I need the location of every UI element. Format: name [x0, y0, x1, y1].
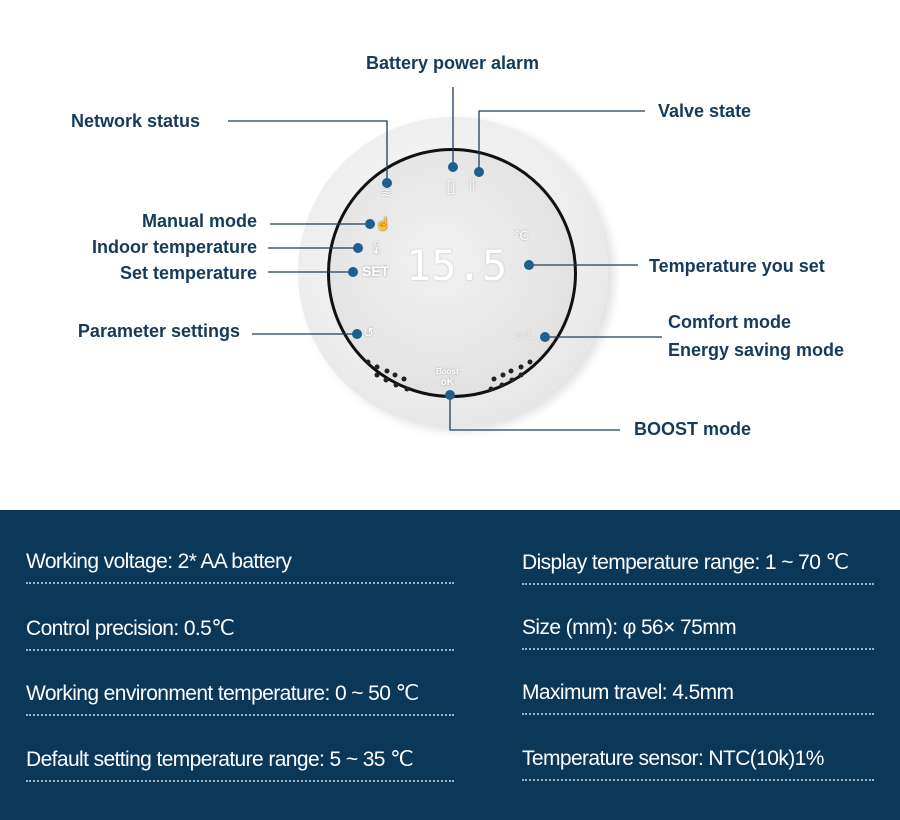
spec-panel: Working voltage: 2* AA battery Control p… [0, 510, 900, 820]
callout-parameter-settings: Parameter settings [77, 321, 240, 341]
sun-moon-icon: ☼☾ [513, 327, 537, 342]
boost-ok-button[interactable]: Boost oK [436, 367, 459, 389]
radiator-icon: ⫼ [469, 177, 475, 192]
set-label: SET [362, 263, 390, 279]
spec-control-precision: Control precision: 0.5℃ [26, 616, 454, 651]
callout-valve-state: Valve state [658, 101, 752, 121]
temperature-display: 15.5 [406, 241, 508, 290]
comfort-dot [540, 332, 550, 342]
temp-set-dot [524, 260, 534, 270]
network-dot [382, 178, 392, 188]
valve-dot [474, 167, 484, 177]
spec-temperature-sensor: Temperature sensor: NTC(10k)1% [522, 747, 874, 781]
ok-label: oK [440, 377, 454, 388]
callout-energy-saving-mode: Energy saving mode [668, 340, 845, 360]
wifi-icon: ≋ [381, 185, 392, 200]
callout-set-temperature: Set temperature [119, 263, 257, 283]
callout-battery-power-alarm: Battery power alarm [366, 53, 540, 73]
callout-lines [228, 87, 662, 431]
callout-indoor-temperature: Indoor temperature [91, 237, 257, 257]
manual-dot [365, 219, 375, 229]
battery-icon: ▯ [446, 176, 456, 196]
spec-size: Size (mm): φ 56× 75mm [522, 616, 874, 650]
hand-icon: ☝ [375, 216, 392, 231]
battery-dot [448, 162, 458, 172]
spec-display-range: Display temperature range: 1 ~ 70 ℃ [522, 550, 874, 585]
indoor-dot [353, 243, 363, 253]
display-ring [327, 148, 577, 398]
callout-boost-mode: BOOST mode [634, 419, 752, 439]
spec-maximum-travel: Maximum travel: 4.5mm [522, 681, 874, 715]
boost-label: Boost [436, 367, 459, 376]
boost-dot [445, 390, 455, 400]
auto-manual-icon: ↺ [363, 325, 374, 340]
thermometer-icon: 🌡 [368, 240, 385, 255]
callout-network-status: Network status [71, 111, 201, 131]
celsius-icon: ℃ [514, 228, 529, 243]
set-dot [348, 267, 358, 277]
callout-comfort-mode: Comfort mode [668, 312, 791, 332]
callout-manual-mode: Manual mode [141, 211, 257, 231]
spec-default-setting-range: Default setting temperature range: 5 ~ 3… [26, 747, 454, 782]
param-dot [352, 329, 362, 339]
spec-working-voltage: Working voltage: 2* AA battery [26, 550, 454, 584]
spec-working-environment-temperature: Working environment temperature: 0 ~ 50 … [26, 681, 454, 716]
callout-temperature-you-set: Temperature you set [649, 256, 825, 276]
